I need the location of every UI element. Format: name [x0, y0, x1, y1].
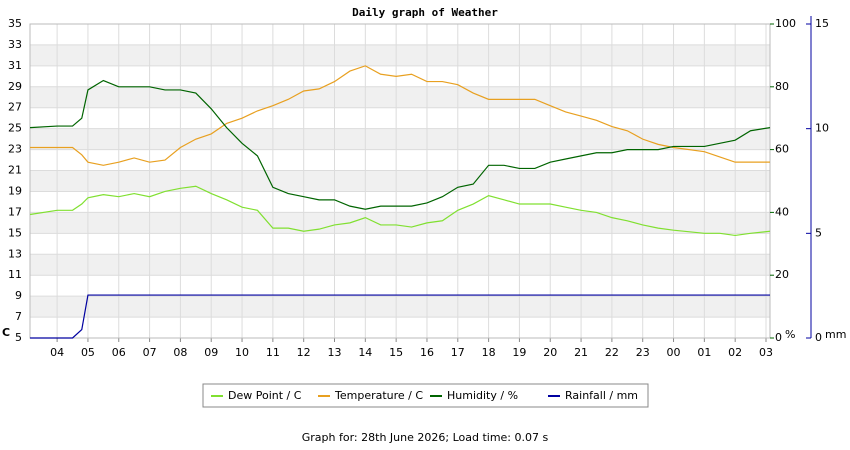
grid-band	[30, 128, 770, 150]
x-tick-label: 19	[512, 346, 526, 359]
y-tick-label: 25	[8, 122, 22, 135]
x-tick-label: 03	[759, 346, 773, 359]
x-tick-label: 14	[358, 346, 372, 359]
x-tick-label: 00	[667, 346, 681, 359]
y2-tick-label: 80	[775, 80, 789, 93]
x-tick-label: 16	[420, 346, 434, 359]
footer: Graph for: 28th June 2026; Load time: 0.…	[302, 431, 549, 444]
x-tick-label: 21	[574, 346, 588, 359]
y-tick-label: 13	[8, 247, 22, 260]
y-tick-label: 35	[8, 17, 22, 30]
x-tick-label: 10	[235, 346, 249, 359]
plot-frame	[29, 23, 771, 339]
x-tick-label: 09	[204, 346, 218, 359]
x-tick-label: 23	[636, 346, 650, 359]
y2-axis-label: %	[785, 328, 795, 341]
y2-tick-label: 0	[775, 331, 782, 344]
x-tick-label: 22	[605, 346, 619, 359]
x-tick-label: 08	[173, 346, 187, 359]
y-tick-label: 27	[8, 101, 22, 114]
y-tick-label: 29	[8, 80, 22, 93]
x-tick-label: 15	[389, 346, 403, 359]
series-line	[30, 294, 770, 339]
legend-box	[202, 383, 649, 408]
x-tick-label: 07	[143, 346, 157, 359]
y2-tick-label: 40	[775, 205, 789, 218]
y-tick-label: 17	[8, 205, 22, 218]
y3-axis-label: mm	[825, 328, 846, 341]
x-tick-label: 05	[81, 346, 95, 359]
y-tick-label: 7	[15, 310, 22, 323]
y2-tick-label: 100	[775, 17, 796, 30]
grid-band	[30, 296, 770, 318]
legend-label: Rainfall / mm	[565, 389, 638, 402]
series-line	[29, 185, 771, 237]
x-tick-label: 12	[297, 346, 311, 359]
x-tick-label: 20	[543, 346, 557, 359]
y-tick-label: 15	[8, 226, 22, 239]
legend-label: Dew Point / C	[228, 389, 302, 402]
chart-title: Daily graph of Weather	[352, 6, 498, 19]
x-tick-label: 17	[451, 346, 465, 359]
y-tick-label: 11	[8, 268, 22, 281]
series-line	[29, 79, 771, 210]
x-tick-label: 11	[266, 346, 280, 359]
y3-tick-label: 0	[815, 331, 822, 344]
grid-band	[30, 44, 770, 66]
y-tick-label: 33	[8, 38, 22, 51]
legend-label: Humidity / %	[447, 389, 518, 402]
x-tick-label: 04	[50, 346, 64, 359]
grid-band	[30, 254, 770, 276]
grid-band	[30, 86, 770, 108]
y3-tick-label: 10	[815, 122, 829, 135]
x-tick-label: 02	[728, 346, 742, 359]
y-tick-label: 5	[15, 331, 22, 344]
y-tick-label: 19	[8, 184, 22, 197]
y-tick-label: 9	[15, 289, 22, 302]
x-tick-label: 06	[112, 346, 126, 359]
y2-tick-label: 60	[775, 143, 789, 156]
y-tick-label: 31	[8, 59, 22, 72]
x-tick-label: 18	[482, 346, 496, 359]
y-tick-label: 21	[8, 164, 22, 177]
grid-band	[30, 170, 770, 192]
x-tick-label: 13	[328, 346, 342, 359]
y3-tick-label: 5	[815, 226, 822, 239]
y-axis-label: C	[2, 326, 10, 339]
y-tick-label: 23	[8, 143, 22, 156]
legend-label: Temperature / C	[334, 389, 423, 402]
y3-tick-label: 15	[815, 17, 829, 30]
x-tick-label: 01	[697, 346, 711, 359]
grid-band	[30, 212, 770, 234]
series-line	[30, 65, 770, 166]
y2-tick-label: 20	[775, 268, 789, 281]
